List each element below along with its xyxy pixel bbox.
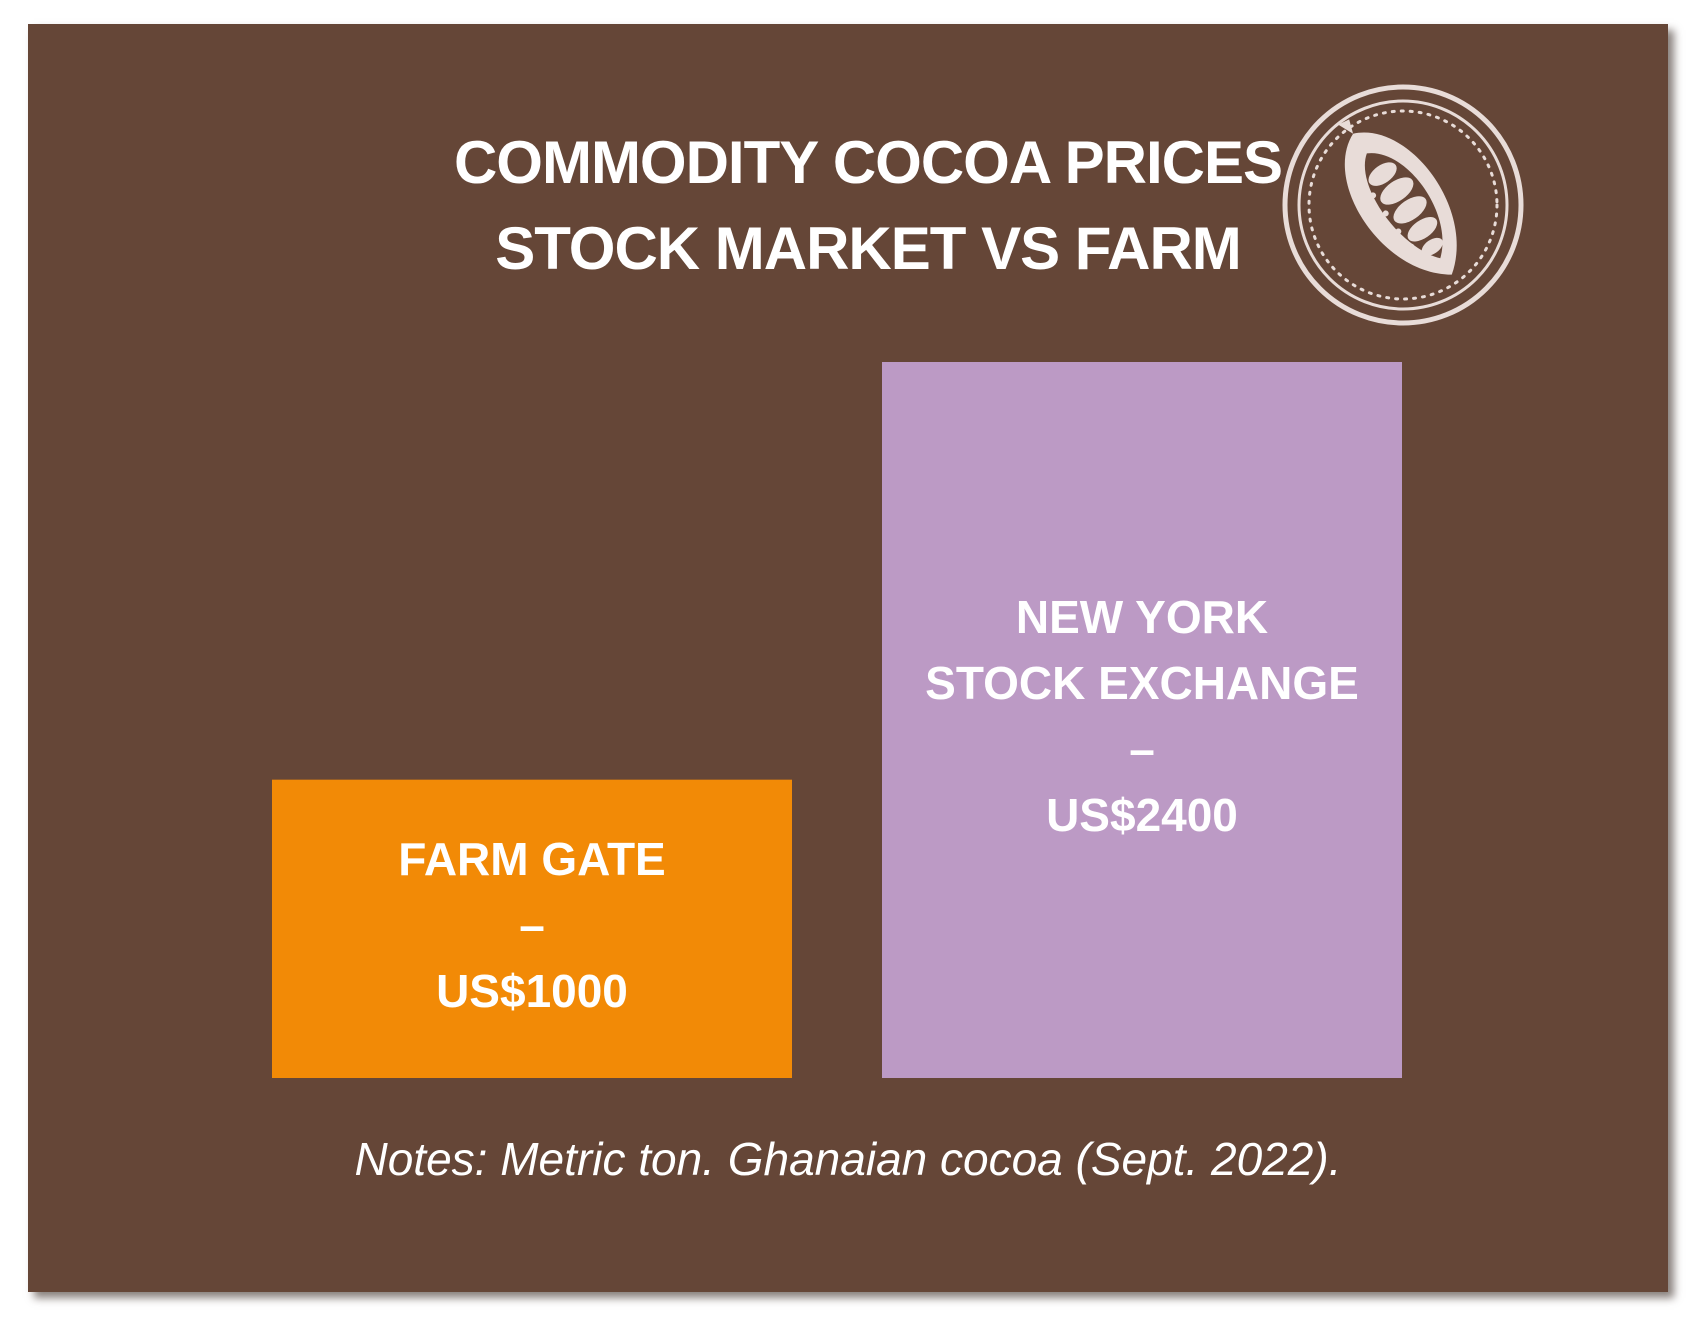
chart-title: COMMODITY COCOA PRICES STOCK MARKET VS F… <box>408 120 1328 292</box>
chart-title-line-1: COMMODITY COCOA PRICES <box>453 129 1283 196</box>
infographic-panel: COMMODITY COCOA PRICES STOCK MARKET VS F… <box>28 24 1668 1292</box>
chart-notes: Notes: Metric ton. Ghanaian cocoa (Sept.… <box>354 1133 1342 1185</box>
bar-0-label-line-2: US$1000 <box>436 965 628 1017</box>
bar-0 <box>272 779 792 1078</box>
bar-1-label-line-3: US$2400 <box>1046 789 1238 841</box>
bar-1-label-line-0: NEW YORK <box>1016 591 1268 643</box>
bar-0-label-line-0: FARM GATE <box>398 833 665 885</box>
cocoa-pod-icon <box>1282 84 1524 326</box>
bar-1 <box>882 362 1402 1078</box>
bar-chart: FARM GATE – US$1000 NEW YORK STOCK EXCHANGE –… <box>272 362 1402 1078</box>
chart-title-line-2: STOCK MARKET VS FARM <box>495 215 1242 282</box>
bar-1-label-line-2: – <box>1129 723 1155 775</box>
bar-0-label-line-1: – <box>519 899 545 951</box>
bar-1-label-line-1: STOCK EXCHANGE <box>925 657 1359 709</box>
